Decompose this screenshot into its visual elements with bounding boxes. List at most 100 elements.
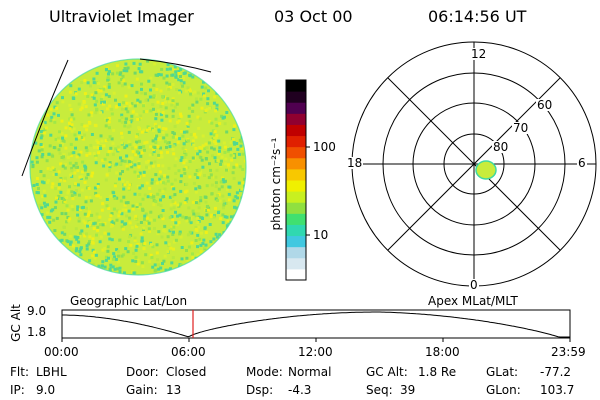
disk-pixel xyxy=(172,67,176,71)
terminator-line-left xyxy=(21,59,69,177)
disk-pixel xyxy=(148,229,151,233)
disk-pixel xyxy=(232,199,236,203)
disk-pixel xyxy=(196,245,199,249)
disk-pixel xyxy=(200,231,203,235)
disk-pixel xyxy=(83,180,87,184)
disk-pixel xyxy=(196,115,200,119)
disk-pixel xyxy=(194,226,198,229)
disk-pixel xyxy=(120,78,124,81)
disk-pixel xyxy=(152,203,156,207)
disk-pixel xyxy=(207,176,211,180)
disk-pixel xyxy=(159,129,163,133)
disk-pixel xyxy=(160,175,164,179)
disk-pixel xyxy=(104,93,108,97)
disk-pixel xyxy=(57,136,60,140)
disk-pixel xyxy=(200,238,204,242)
info-door-value: Closed xyxy=(166,365,207,379)
disk-pixel xyxy=(210,192,214,196)
disk-pixel xyxy=(124,117,128,121)
disk-pixel xyxy=(149,192,153,196)
disk-pixel xyxy=(168,229,172,233)
disk-pixel xyxy=(46,180,50,184)
disk-pixel xyxy=(57,186,61,190)
disk-pixel xyxy=(150,255,154,259)
disk-pixel xyxy=(209,173,213,177)
disk-pixel xyxy=(178,213,182,217)
disk-pixel xyxy=(163,254,167,258)
disk-pixel xyxy=(116,250,120,254)
disk-pixel xyxy=(179,79,183,83)
disk-pixel xyxy=(157,153,161,157)
disk-pixel xyxy=(199,156,203,159)
disk-pixel xyxy=(55,101,59,105)
disk-pixel xyxy=(167,242,171,246)
polar-auroral-spot xyxy=(475,160,497,180)
disk-pixel xyxy=(183,201,187,205)
disk-pixel xyxy=(122,79,126,83)
disk-pixel xyxy=(90,93,94,97)
disk-pixel xyxy=(125,154,129,158)
disk-pixel xyxy=(143,148,146,152)
disk-pixel xyxy=(174,135,178,139)
disk-pixel xyxy=(85,186,89,190)
disk-pixel xyxy=(169,203,173,207)
info-mode-label: Mode: xyxy=(246,365,283,379)
disk-pixel xyxy=(117,103,121,107)
disk-pixel xyxy=(110,220,114,224)
disk-pixel xyxy=(139,221,143,224)
disk-pixel xyxy=(62,225,66,229)
disk-pixel xyxy=(159,73,163,77)
disk-pixel xyxy=(93,154,97,158)
info-gain-value: 13 xyxy=(166,383,182,397)
disk-pixel xyxy=(160,155,164,159)
disk-pixel xyxy=(108,237,112,241)
disk-pixel xyxy=(176,203,180,207)
disk-pixel xyxy=(136,133,139,136)
disk-pixel xyxy=(83,124,87,128)
disk-pixel xyxy=(126,167,130,171)
disk-pixel xyxy=(118,177,121,181)
disk-pixel xyxy=(96,225,100,229)
disk-pixel xyxy=(100,139,104,143)
disk-pixel xyxy=(155,134,159,138)
disk-pixel xyxy=(150,152,154,156)
disk-pixel xyxy=(187,123,191,127)
disk-pixel xyxy=(208,106,211,110)
disk-pixel xyxy=(190,231,194,235)
disk-pixel xyxy=(87,210,91,214)
disk-pixel xyxy=(134,153,138,157)
disk-pixel xyxy=(112,207,116,211)
disk-pixel xyxy=(152,148,155,152)
disk-pixel xyxy=(46,203,49,207)
disk-pixel xyxy=(161,127,165,130)
disk-pixel xyxy=(170,226,174,230)
disk-pixel xyxy=(166,97,170,101)
disk-pixel xyxy=(160,118,164,122)
disk-pixel xyxy=(149,161,153,165)
disk-pixel xyxy=(62,157,66,161)
disk-pixel xyxy=(151,139,155,143)
disk-pixel xyxy=(96,183,100,187)
disk-pixel xyxy=(93,103,97,107)
disk-pixel xyxy=(240,187,244,191)
disk-pixel xyxy=(164,268,168,272)
disk-pixel xyxy=(111,265,115,269)
disk-pixel xyxy=(159,113,163,117)
disk-pixel xyxy=(192,212,196,216)
strip-ytick-9: 9.0 xyxy=(27,304,47,318)
disk-pixel xyxy=(217,152,221,156)
disk-pixel xyxy=(157,230,161,234)
disk-pixel xyxy=(74,137,78,141)
disk-pixel xyxy=(94,91,98,95)
disk-pixel xyxy=(70,169,74,173)
disk-pixel xyxy=(134,255,138,259)
disk-pixel xyxy=(52,118,56,122)
disk-pixel xyxy=(134,135,138,139)
strip-xtick-0600: 06:00 xyxy=(171,345,206,359)
disk-pixel xyxy=(184,89,188,93)
info-glon-value: 103.7 xyxy=(540,383,575,397)
disk-pixel xyxy=(188,160,192,163)
disk-pixel xyxy=(188,230,192,234)
disk-pixel xyxy=(121,227,125,231)
